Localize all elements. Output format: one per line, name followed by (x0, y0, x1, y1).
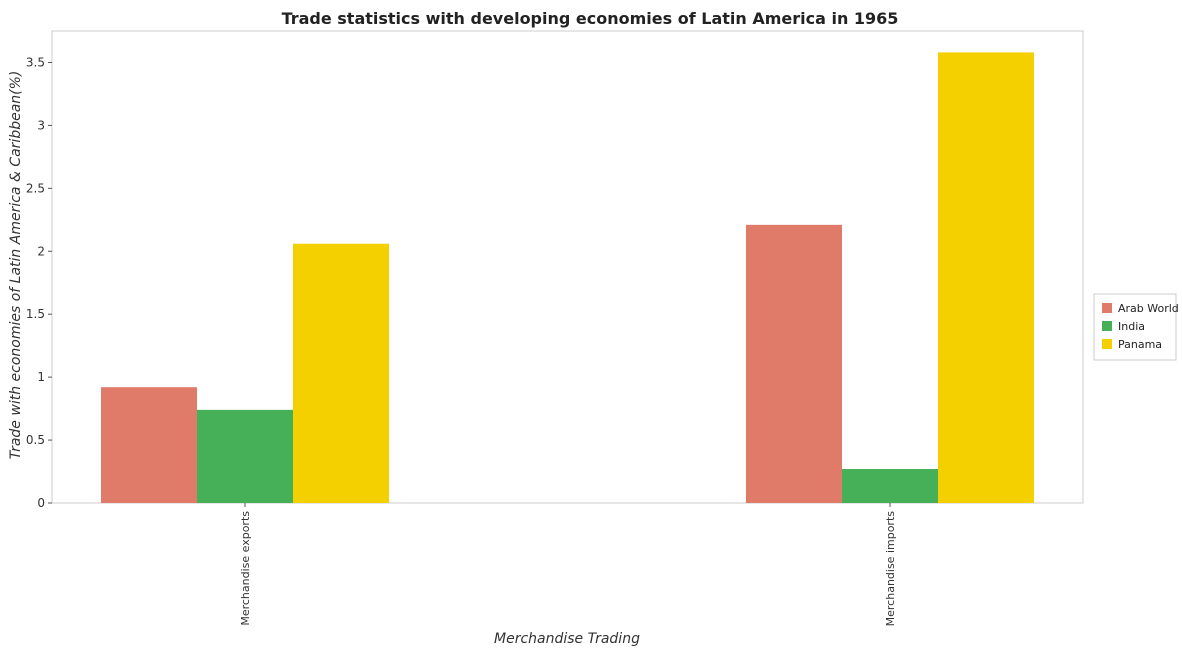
y-tick-label: 2 (37, 244, 45, 258)
y-tick-label: 1 (37, 370, 45, 384)
x-tick-label: Merchandise imports (884, 511, 897, 627)
chart-title: Trade statistics with developing economi… (282, 9, 899, 28)
bars (101, 52, 1034, 504)
y-tick-label: 2.5 (26, 181, 45, 195)
x-axis: Merchandise exports Merchandise imports (239, 503, 897, 626)
legend: Arab World India Panama (1093, 293, 1179, 361)
legend-swatch (1102, 303, 1112, 313)
bar-panama (293, 243, 389, 503)
bar-arab-world (746, 224, 842, 504)
y-tick-label: 1.5 (26, 307, 45, 321)
y-axis-label: Trade with economies of Latin America & … (8, 71, 24, 460)
legend-swatch (1102, 321, 1112, 331)
bar-india (197, 409, 293, 503)
y-tick-label: 0.5 (26, 433, 45, 447)
y-tick-label: 0 (37, 496, 45, 510)
y-tick-label: 3 (37, 118, 45, 132)
y-axis: 0 0.5 1 1.5 2 2.5 3 3.5 (26, 55, 52, 510)
legend-label: India (1118, 320, 1145, 333)
legend-swatch (1102, 339, 1112, 349)
bar-panama (938, 52, 1034, 503)
x-tick-label: Merchandise exports (239, 511, 252, 626)
y-tick-label: 3.5 (26, 55, 45, 69)
bar-india (842, 469, 938, 503)
plot-area (51, 30, 1084, 504)
x-axis-label: Merchandise Trading (494, 631, 640, 647)
legend-label: Panama (1118, 338, 1162, 351)
bar-arab-world (101, 387, 197, 503)
legend-label: Arab World (1118, 302, 1179, 315)
